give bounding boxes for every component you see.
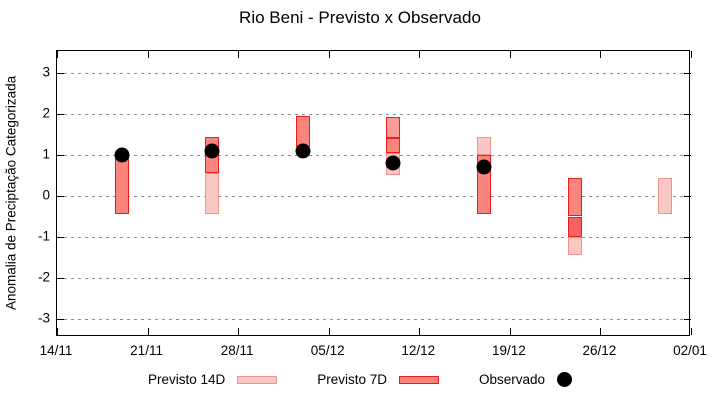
tick-top	[148, 51, 149, 58]
gridline	[57, 319, 689, 320]
forecast-box-segment	[567, 237, 582, 256]
gridline	[57, 155, 689, 156]
tick-left	[57, 278, 64, 279]
gridline	[57, 73, 689, 74]
legend-label: Previsto 7D	[317, 372, 388, 387]
tick-top	[57, 51, 58, 58]
y-tick-label: -1	[37, 228, 50, 244]
legend-label: Observado	[479, 372, 546, 387]
observed-dot	[385, 155, 401, 171]
y-tick-label: -2	[37, 269, 50, 285]
tick-bottom	[238, 328, 239, 335]
tick-left	[57, 319, 64, 320]
x-tick-label: 26/12	[582, 343, 617, 358]
x-tick-label: 12/12	[401, 343, 436, 358]
x-tick-label: 19/12	[491, 343, 526, 358]
tick-top	[419, 51, 420, 58]
chart-title: Rio Beni - Previsto x Observado	[239, 8, 481, 27]
forecast-box-segment	[295, 116, 310, 147]
gridline	[57, 278, 689, 279]
legend-item: Previsto 7D	[317, 372, 440, 387]
forecast-box-segment	[476, 136, 491, 155]
y-tick-label: 3	[42, 64, 50, 80]
tick-bottom	[419, 328, 420, 335]
tick-bottom	[600, 328, 601, 335]
tick-right	[684, 73, 691, 74]
legend-label: Previsto 14D	[147, 372, 226, 387]
tick-right	[684, 319, 691, 320]
tick-left	[57, 155, 64, 156]
y-tick-label: 2	[42, 105, 50, 121]
tick-right	[684, 196, 691, 197]
observed-dot	[114, 147, 130, 163]
chart-legend: Previsto 14D Previsto 7D Observado	[0, 372, 720, 387]
tick-left	[57, 237, 64, 238]
tick-top	[329, 51, 330, 58]
tick-left	[57, 73, 64, 74]
forecast-box-segment	[567, 177, 582, 217]
tick-top	[600, 51, 601, 58]
tick-top	[510, 51, 511, 58]
observed-dot	[295, 143, 311, 159]
legend-item: Observado	[479, 372, 573, 387]
gridline	[57, 114, 689, 115]
observado-dot-swatch	[557, 372, 573, 387]
tick-bottom	[510, 328, 511, 335]
x-tick-label: 02/01	[673, 343, 707, 358]
x-tick-label: 14/11	[39, 343, 73, 358]
observed-dot	[476, 159, 492, 175]
tick-right	[684, 155, 691, 156]
tick-right	[684, 278, 691, 279]
previsto-7d-swatch	[399, 375, 440, 384]
observed-dot	[204, 143, 220, 159]
forecast-box-segment	[658, 177, 673, 215]
forecast-box-segment	[114, 155, 129, 215]
previsto-14d-swatch	[237, 375, 278, 384]
y-tick-label: 1	[42, 146, 50, 162]
y-tick-label: 0	[42, 187, 50, 203]
x-tick-label: 21/11	[130, 343, 163, 358]
tick-bottom	[57, 328, 58, 335]
legend-item: Previsto 14D	[147, 372, 278, 387]
gridline	[57, 196, 689, 197]
tick-left	[57, 114, 64, 115]
tick-right	[684, 237, 691, 238]
plot-area	[56, 50, 692, 336]
x-tick-label: 28/11	[220, 343, 254, 358]
y-tick-label: -3	[37, 310, 50, 326]
forecast-box-segment	[567, 216, 582, 237]
forecast-box-segment	[386, 117, 401, 138]
tick-left	[57, 196, 64, 197]
forecast-box-segment	[205, 173, 220, 215]
tick-right	[684, 114, 691, 115]
forecast-box-segment	[386, 137, 401, 154]
tick-bottom	[329, 328, 330, 335]
x-tick-label: 05/12	[310, 343, 345, 358]
tick-top	[691, 51, 692, 58]
tick-bottom	[691, 328, 692, 335]
tick-top	[238, 51, 239, 58]
gridline	[57, 237, 689, 238]
tick-bottom	[148, 328, 149, 335]
